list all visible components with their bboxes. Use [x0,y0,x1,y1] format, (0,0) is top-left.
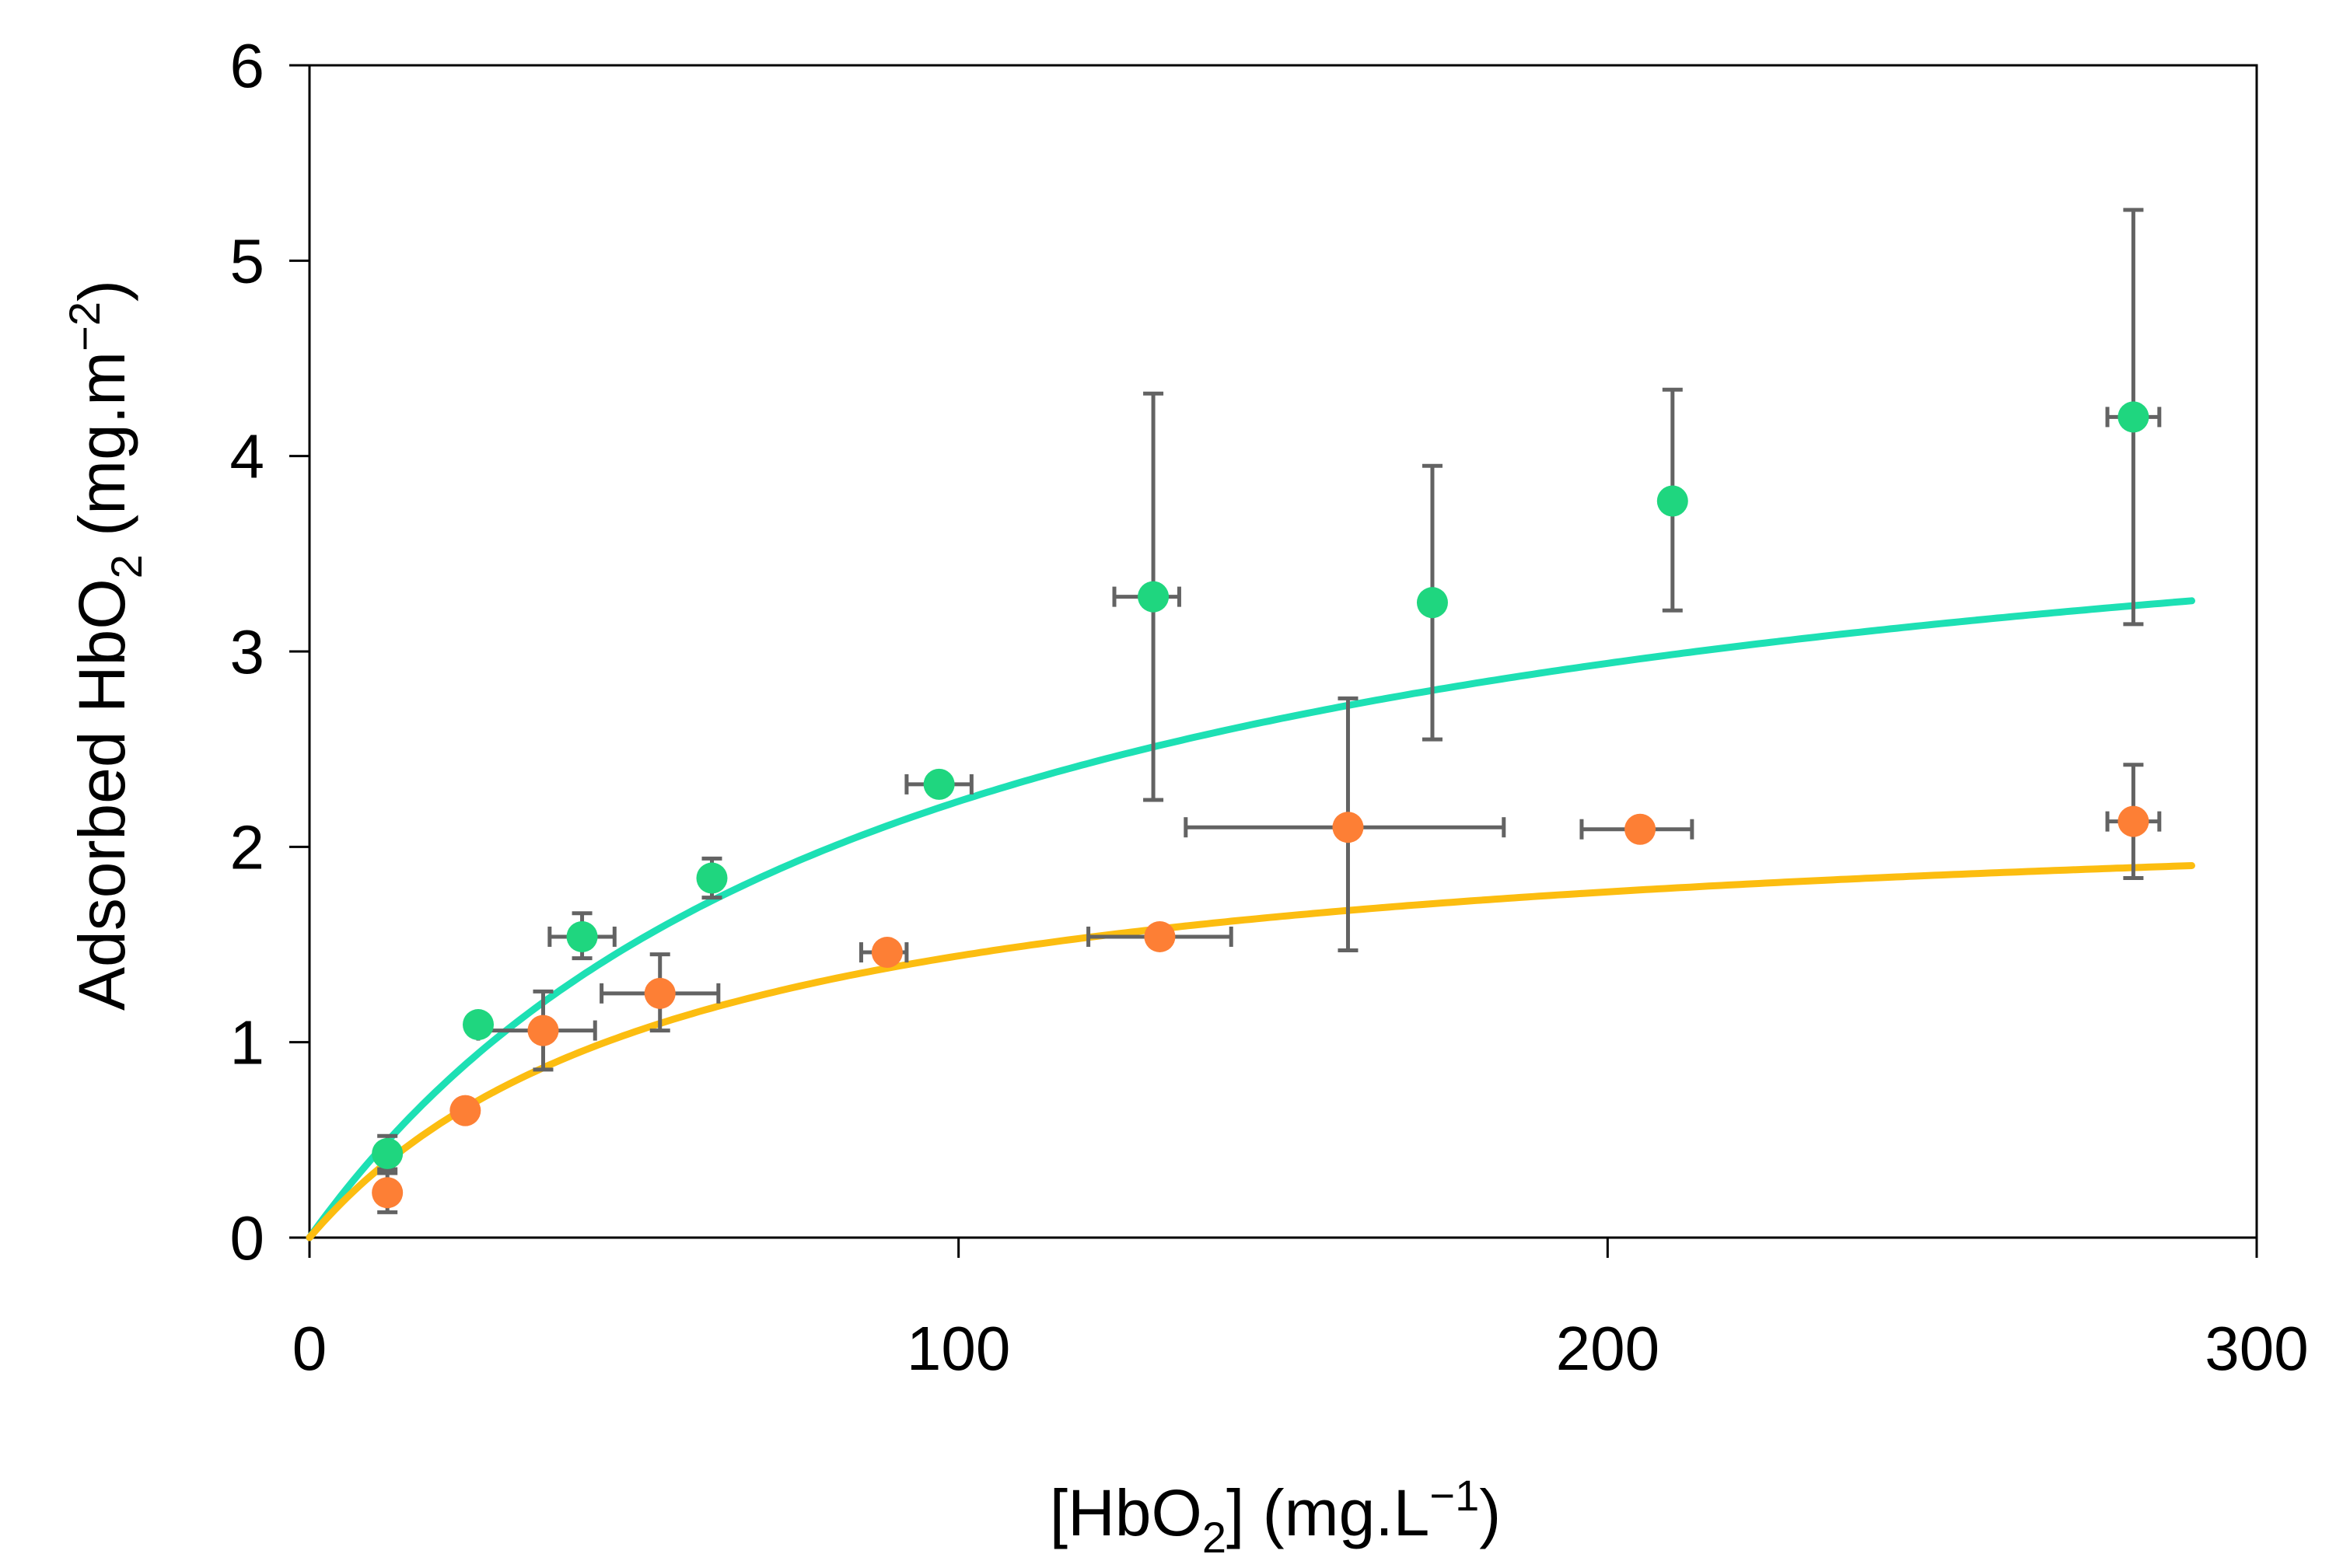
data-points [372,401,2149,1209]
orange-data-point [644,977,676,1009]
x-axis-title-subscript: 2 [1202,1513,1226,1562]
y-axis-title-superscript: −2 [60,302,109,351]
orange-data-point [527,1014,559,1046]
orange-data-point [1332,812,1364,843]
orange-data-point [1624,813,1656,845]
green-data-point [372,1137,404,1169]
y-tick-label: 6 [230,31,265,100]
x-tick-label: 300 [2205,1314,2308,1383]
plot-border [308,64,2258,1239]
plot-area [289,64,2258,1258]
orange-data-point [372,1177,404,1209]
green-data-point [923,768,955,800]
y-axis-title-pre: Adsorbed HbO [65,578,138,1011]
orange-data-point [1144,920,1176,952]
green-data-point [1416,587,1448,619]
fit-curves [306,597,2195,1241]
green-data-point [1656,485,1688,517]
y-axis-title: Adsorbed HbO2 (mg.m−2) [60,280,151,1011]
x-axis-title-mid: ] (mg.L [1226,1476,1429,1549]
y-tick-label: 2 [230,812,265,882]
green-data-point [696,862,728,894]
green-fit-curve [306,597,2195,1241]
y-tick-label: 4 [230,422,265,491]
y-tick-label: 3 [230,617,265,686]
y-axis-title-close: ) [65,280,138,302]
green-data-point [566,920,598,952]
tick-labels: 0 1 2 3 4 5 6 0 100 200 300 [230,31,2309,1383]
x-axis-title-base: HbO [1068,1476,1202,1549]
x-tick-label: 100 [907,1314,1010,1383]
orange-data-point [2117,805,2149,837]
orange-data-point [871,937,903,969]
orange-fit-curve [306,862,2195,1241]
green-data-point [463,1009,495,1041]
green-data-point [2117,401,2149,433]
y-tick-label: 0 [230,1203,265,1273]
y-axis-title-mid: (mg.m [65,351,138,554]
y-tick-label: 5 [230,226,265,295]
green-data-point [1138,581,1170,613]
y-axis-title-subscript: 2 [102,554,151,578]
x-tick-label: 0 [292,1314,327,1383]
x-axis-title-close: ) [1479,1476,1501,1549]
x-axis-title: [HbO2] (mg.L−1) [1050,1471,1501,1562]
x-tick-label: 200 [1556,1314,1659,1383]
error-bars [377,208,2162,1214]
x-axis-title-open: [ [1050,1476,1068,1549]
x-axis-title-superscript: −1 [1429,1471,1479,1520]
orange-data-point [449,1095,481,1126]
y-tick-label: 1 [230,1008,265,1077]
